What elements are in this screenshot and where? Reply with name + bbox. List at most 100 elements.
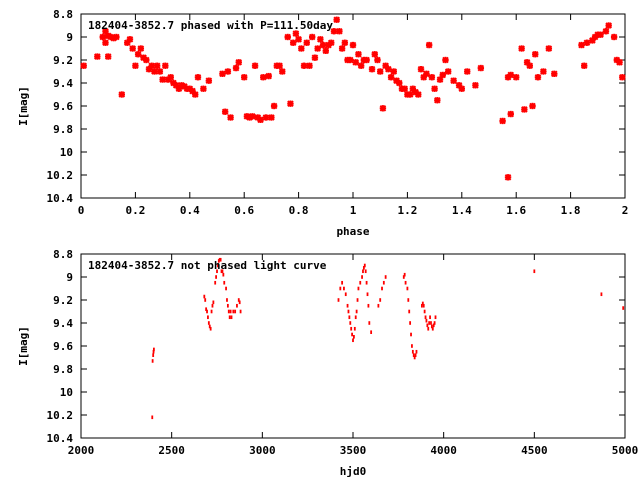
data-point [442,56,449,64]
data-point [411,349,414,354]
data-point [235,58,243,66]
data-point [436,76,444,83]
data-point [423,309,426,314]
data-point [364,269,367,274]
data-point [151,415,154,420]
data-point [223,280,226,285]
data-point [221,108,229,116]
data-point [209,326,212,331]
data-point [239,309,242,314]
data-point [132,62,139,70]
data-point [341,39,349,47]
x-tick-label: 2500 [158,444,185,457]
data-point [429,315,431,320]
data-point [292,30,300,37]
data-point [262,114,270,121]
phased-light-curve-plot: 0 0.2 0.4 0.6 0.8 1 1.2 1.4 1.6 1.8 2 8.8 9 9.2 9.4 9.6… [17,8,628,238]
data-point [303,39,311,47]
data-point [431,85,438,93]
data-point [350,326,353,331]
data-point [225,286,227,291]
data-point [194,73,202,81]
data-point [379,104,387,112]
x-tick-label: 1.4 [452,204,472,217]
data-point [346,303,349,308]
data-point [220,269,223,274]
data-point [151,68,158,75]
data-point [426,323,429,328]
y-tick-label: 9 [66,271,73,284]
data-point [317,35,324,43]
data-point [414,91,422,98]
data-points [151,257,625,420]
data-point [463,68,471,75]
data-point [434,315,437,320]
data-point [376,68,384,75]
y-tick-label: 10 [60,386,73,399]
data-point [432,323,435,328]
data-point [385,65,392,73]
x-tick-label: 0.4 [180,204,200,217]
data-point [362,269,364,274]
data-point [431,326,434,331]
data-point [349,321,352,325]
data-point [428,321,431,325]
data-point [295,35,302,43]
data-point [200,85,207,93]
data-point [344,292,347,297]
data-point [368,65,376,73]
data-point [374,56,381,64]
data-point [289,39,297,47]
data-point [251,62,259,70]
data-point [211,303,214,308]
x-tick-label: 2000 [68,444,95,457]
data-points [80,16,626,181]
plot-frame [80,253,626,439]
data-point [507,71,515,79]
unphased-light-curve-plot: 2000 2500 3000 3500 4000 4500 5000 8.8 9 9.2 9.4 9.… [17,248,638,478]
data-point [159,76,166,83]
data-point [218,257,221,262]
data-point [327,39,335,47]
data-point [156,68,164,75]
y-tick-label: 10.2 [47,169,74,182]
data-point [411,344,413,348]
data-point [212,300,215,305]
data-point [540,68,547,75]
data-point [472,81,479,89]
x-tick-label: 1 [350,204,357,217]
data-point [224,68,232,75]
data-point [356,298,359,302]
data-point [352,58,360,66]
data-point [278,68,286,75]
data-point [507,110,515,118]
data-point [518,45,525,52]
data-point [387,73,395,81]
data-point [207,315,209,320]
data-point [152,353,155,357]
data-point [336,27,343,35]
data-point [458,85,466,93]
data-point [384,275,387,279]
data-point [349,41,357,49]
data-point [379,298,382,302]
data-point [622,306,625,310]
y-tick-label: 10.4 [47,192,74,205]
x-tick-label: 0 [78,204,85,217]
data-point [421,301,424,306]
data-point [232,64,240,72]
data-point [216,269,218,274]
data-point [217,263,219,268]
data-point [237,298,240,302]
data-point [99,33,107,41]
plot-title: 182404-3852.7 phased with P=111.50day [88,19,333,32]
x-tick-label: 0.8 [289,204,309,217]
data-point [276,62,283,70]
data-point [270,102,278,110]
data-point [227,114,234,121]
data-point [221,269,224,274]
data-point [408,309,411,314]
data-point [382,280,385,285]
x-axis-label: hjd0 [340,465,367,478]
data-point [311,54,319,62]
